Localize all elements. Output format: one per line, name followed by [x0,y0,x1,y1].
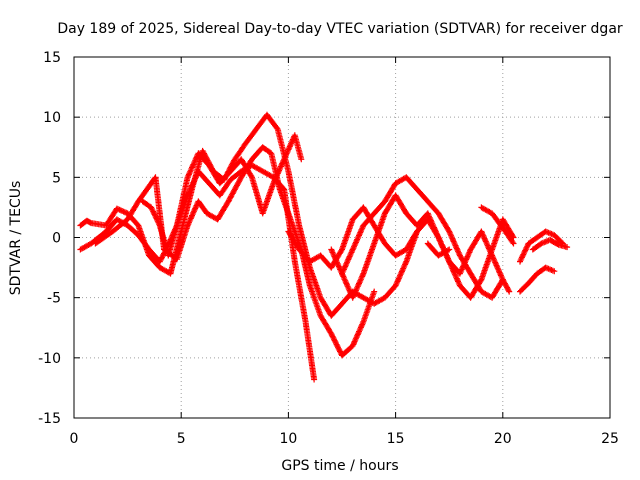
series-track-5 [285,204,506,283]
series-track-12 [529,236,571,253]
plus-marker-cloud [517,228,566,265]
plus-marker-cloud [517,264,558,295]
x-tick-label: 10 [279,431,297,447]
series-track-8 [478,204,517,247]
x-tick-label: 20 [494,431,512,447]
y-tick-label: -5 [47,291,61,307]
x-tick-label: 0 [70,431,79,447]
y-tick-label: 15 [43,50,61,66]
data-series [77,111,571,383]
plus-marker-cloud [139,132,305,259]
y-tick-label: -15 [38,411,61,427]
series-track-4 [139,132,305,259]
x-axis-ticks: 0 5 10 15 20 25 [70,57,619,447]
y-tick-label: -10 [38,351,61,367]
plus-marker-cloud [285,204,506,283]
grid [74,57,610,418]
series-track-9 [424,240,453,259]
y-axis-label: SDTVAR / TECUs [8,181,24,296]
series-track-11 [517,264,558,295]
y-tick-label: 10 [43,110,61,126]
plus-marker-cloud [478,204,517,247]
x-axis-label: GPS time / hours [281,458,398,474]
chart-title: Day 189 of 2025, Sidereal Day-to-day VTE… [57,21,623,37]
plus-marker-cloud [529,236,571,253]
series-track-10 [517,228,566,265]
y-tick-label: 5 [52,170,61,186]
series-track-7 [328,192,517,301]
x-tick-label: 5 [177,431,186,447]
plus-marker-cloud [424,240,453,259]
y-tick-label: 0 [52,231,61,247]
x-tick-label: 15 [387,431,405,447]
plus-marker-cloud [328,192,517,301]
y-axis-ticks: -15 -10 -5 0 5 10 15 [38,50,610,427]
x-tick-label: 25 [601,431,619,447]
